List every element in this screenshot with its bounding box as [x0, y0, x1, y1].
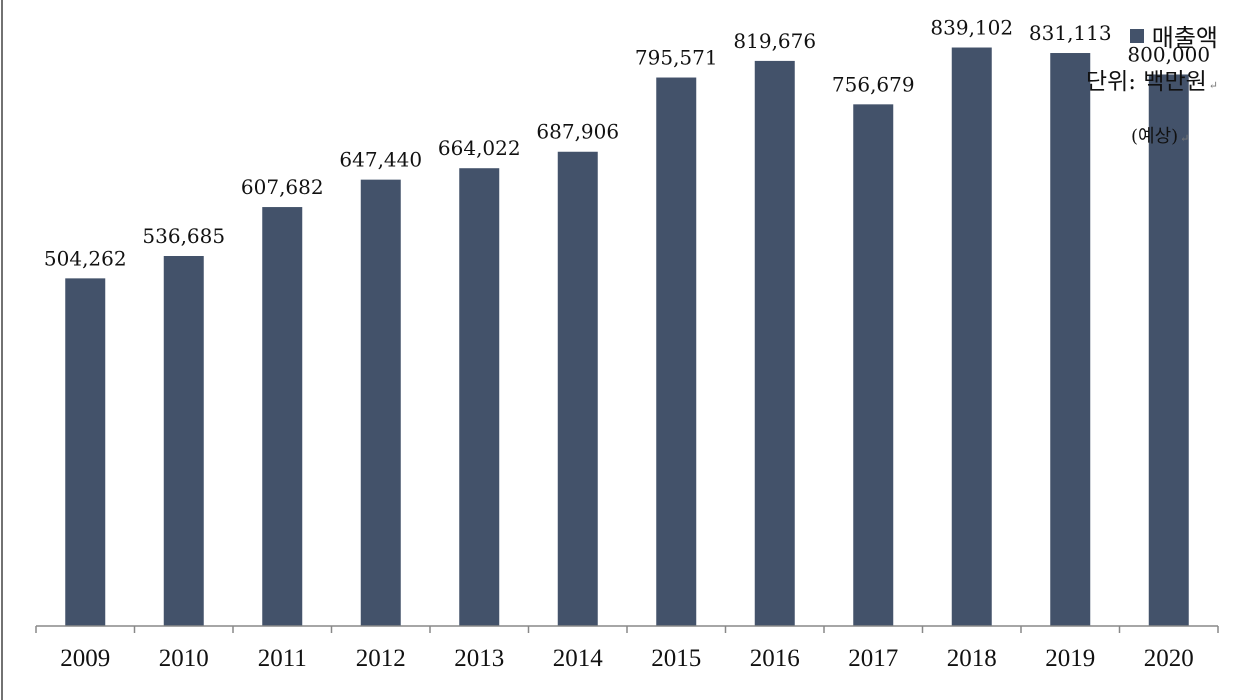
- x-tick-label-2010: 2010: [159, 645, 209, 672]
- x-tick-label-2009: 2009: [60, 645, 110, 672]
- forecast-note-text: (예상): [1131, 126, 1179, 147]
- bar-2013: [459, 168, 500, 626]
- x-tick-label-2016: 2016: [750, 645, 800, 672]
- x-tick-label-2014: 2014: [553, 645, 604, 672]
- bar-2012: [360, 179, 401, 626]
- value-label-2009: 504,262: [44, 246, 127, 270]
- forecast-note: (예상) ↵: [1131, 122, 1189, 148]
- value-label-2017: 756,679: [832, 72, 915, 96]
- x-ticks-group: [35, 626, 1219, 633]
- value-labels-group: 504,262 536,685 607,682 647,440 664,022 687,9…: [44, 16, 1210, 271]
- value-label-2012: 647,440: [339, 148, 422, 172]
- legend-swatch: [1129, 28, 1144, 43]
- bar-2011: [262, 207, 303, 626]
- bar-2020: [1148, 74, 1189, 627]
- x-tick-label-2011: 2011: [258, 645, 307, 672]
- x-tick-label-2017: 2017: [848, 645, 898, 672]
- paragraph-mark-icon: ↵: [1208, 79, 1218, 92]
- x-tick-label-2012: 2012: [356, 645, 406, 672]
- unit-text: 단위: 백만원: [1085, 69, 1207, 95]
- bar-2014: [557, 151, 598, 626]
- x-tick-label-2020: 2020: [1144, 645, 1194, 672]
- paragraph-mark-icon: ↵: [1180, 132, 1190, 145]
- bar-2015: [656, 77, 697, 627]
- value-label-2010: 536,685: [142, 224, 225, 248]
- legend-label: 매출액: [1151, 24, 1218, 52]
- bars-group: [65, 47, 1189, 627]
- bar-2010: [163, 256, 204, 626]
- x-tick-label-2019: 2019: [1045, 645, 1095, 672]
- bar-2009: [65, 278, 106, 626]
- value-label-2019: 831,113: [1029, 21, 1112, 45]
- value-label-2020: 800,000: [1127, 42, 1210, 66]
- value-label-2013: 664,022: [438, 136, 521, 160]
- bar-2016: [754, 60, 795, 627]
- x-tick-label-2018: 2018: [947, 645, 997, 672]
- value-label-2016: 819,676: [733, 29, 816, 53]
- x-tick-labels-group: 2009 2010 2011 2012 2013 2014 2015 2016 2017 2018…: [60, 645, 1194, 672]
- x-tick-label-2015: 2015: [651, 645, 701, 672]
- bar-2017: [853, 104, 894, 626]
- bar-2019: [1050, 53, 1091, 626]
- value-label-2018: 839,102: [930, 16, 1013, 40]
- value-label-2014: 687,906: [536, 120, 619, 144]
- value-label-2015: 795,571: [635, 46, 718, 70]
- legend: 매출액: [1129, 18, 1218, 53]
- value-label-2011: 607,682: [241, 175, 324, 199]
- bar-2018: [951, 47, 992, 627]
- unit-label: 단위: 백만원 ↵: [1086, 62, 1218, 96]
- x-tick-label-2013: 2013: [454, 645, 504, 672]
